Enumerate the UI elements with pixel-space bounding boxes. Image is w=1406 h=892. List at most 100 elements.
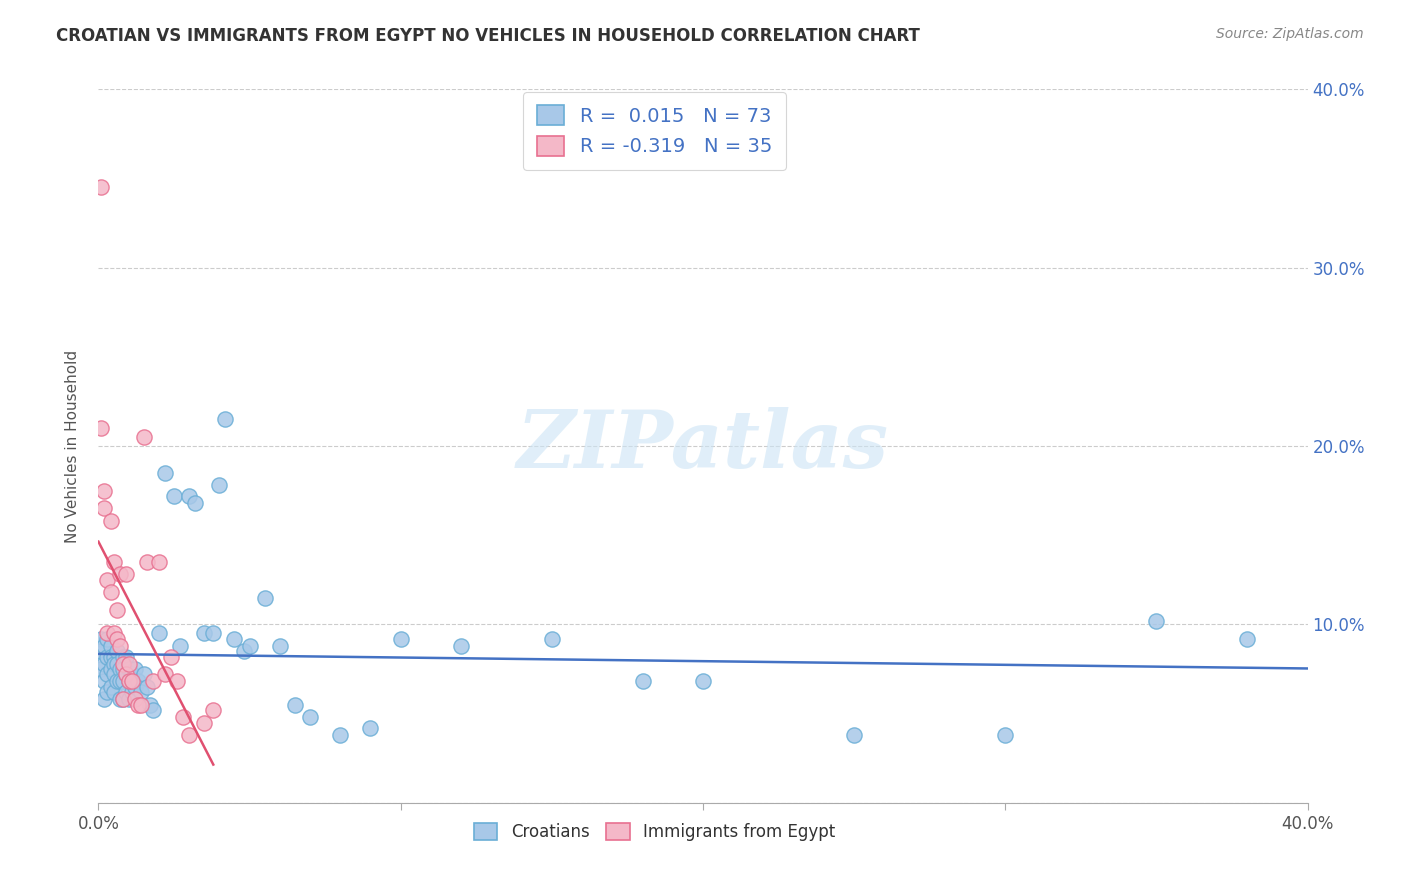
Point (631, 674, 654, 689)
Point (114, 649, 136, 664)
Point (105, 644, 128, 658)
Point (389, 632, 412, 646)
Point (100, 639, 122, 653)
Point (450, 639, 472, 653)
Point (139, 698, 162, 712)
Point (121, 667, 143, 681)
Point (96, 632, 118, 646)
Point (118, 674, 141, 689)
Point (100, 662, 122, 676)
Point (100, 680, 122, 694)
Point (111, 649, 134, 664)
Point (114, 685, 136, 699)
Point (148, 626, 170, 640)
Point (329, 728, 352, 742)
Point (1236, 632, 1258, 646)
Point (692, 674, 714, 689)
Point (93, 657, 115, 671)
Point (994, 728, 1017, 742)
Point (93, 483, 115, 498)
Point (103, 667, 125, 681)
Point (127, 698, 149, 712)
Point (208, 478, 231, 492)
Point (93, 501, 115, 516)
Point (166, 674, 188, 689)
Legend: Croatians, Immigrants from Egypt: Croatians, Immigrants from Egypt (467, 816, 842, 848)
Point (108, 639, 131, 653)
Point (132, 430, 155, 444)
Point (153, 466, 176, 480)
Point (169, 639, 191, 653)
Point (96, 649, 118, 664)
Point (202, 703, 225, 717)
Point (121, 685, 143, 699)
Point (105, 657, 128, 671)
Point (100, 649, 122, 664)
Point (108, 692, 131, 706)
Point (844, 728, 866, 742)
Point (108, 662, 131, 676)
Point (124, 692, 146, 706)
Point (96, 685, 118, 699)
Point (179, 489, 201, 503)
Point (124, 680, 146, 694)
Point (193, 715, 215, 730)
Point (93, 692, 115, 706)
Point (105, 632, 128, 646)
Point (132, 667, 155, 681)
Point (105, 674, 128, 689)
Point (299, 710, 322, 724)
Point (96, 667, 118, 681)
Point (108, 674, 131, 689)
Point (153, 667, 176, 681)
Point (127, 674, 149, 689)
Point (284, 698, 307, 712)
Point (100, 585, 122, 599)
Point (118, 662, 141, 676)
Point (360, 721, 382, 735)
Point (269, 639, 291, 653)
Point (103, 626, 125, 640)
Point (148, 555, 170, 569)
Point (90, 632, 112, 646)
Point (163, 489, 186, 503)
Point (540, 632, 562, 646)
Point (135, 680, 157, 694)
Point (90, 180, 112, 194)
Point (103, 657, 125, 671)
Point (129, 685, 152, 699)
Text: Source: ZipAtlas.com: Source: ZipAtlas.com (1216, 27, 1364, 41)
Point (111, 674, 134, 689)
Point (121, 674, 143, 689)
Point (193, 626, 215, 640)
Point (214, 412, 236, 426)
Point (124, 662, 146, 676)
Point (103, 555, 125, 569)
Point (224, 632, 246, 646)
Point (93, 674, 115, 689)
Point (172, 710, 194, 724)
Point (118, 657, 141, 671)
Text: ZIPatlas: ZIPatlas (517, 408, 889, 484)
Point (111, 657, 134, 671)
Point (142, 703, 165, 717)
Point (202, 626, 225, 640)
Point (114, 567, 136, 582)
Point (105, 603, 128, 617)
Point (100, 514, 122, 528)
Point (179, 728, 201, 742)
Point (93, 639, 115, 653)
Point (111, 662, 134, 676)
Point (160, 649, 183, 664)
Point (118, 692, 141, 706)
Point (232, 644, 254, 658)
Point (111, 692, 134, 706)
Point (253, 591, 276, 605)
Point (184, 496, 207, 510)
Point (103, 649, 125, 664)
Point (129, 698, 152, 712)
Point (108, 567, 131, 582)
Point (1144, 614, 1167, 628)
Point (114, 667, 136, 681)
Point (103, 685, 125, 699)
